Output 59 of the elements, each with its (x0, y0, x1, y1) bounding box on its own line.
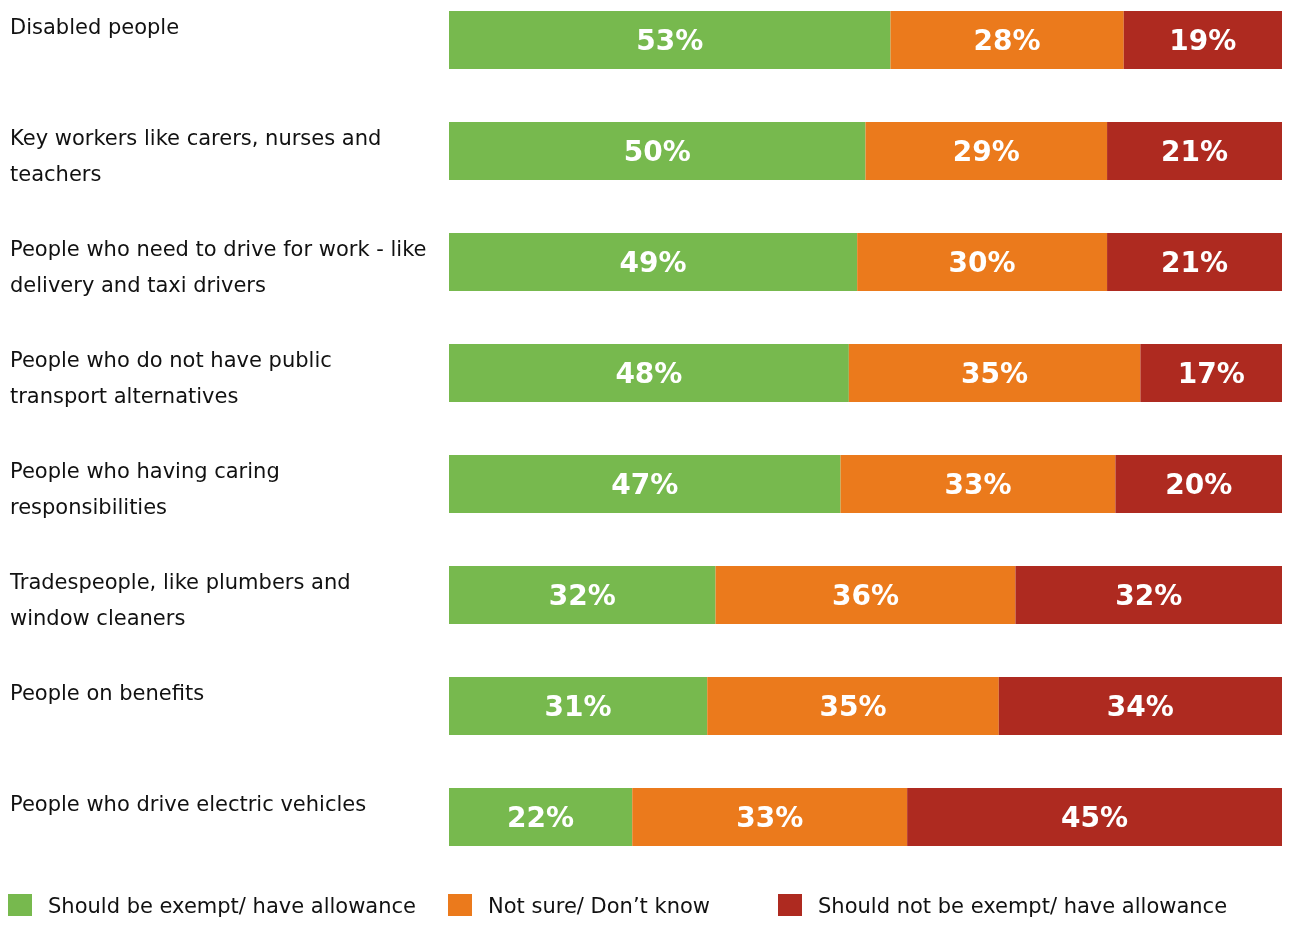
data-label: 28% (973, 23, 1041, 57)
bar (1015, 566, 1282, 624)
bar (449, 344, 849, 402)
bar (890, 11, 1124, 69)
data-label: 33% (736, 800, 804, 834)
bar (449, 122, 866, 180)
bar (998, 677, 1282, 735)
bar (707, 677, 999, 735)
data-label: 19% (1169, 23, 1237, 57)
data-label: 22% (507, 800, 575, 834)
bar (449, 677, 708, 735)
bar (907, 788, 1282, 846)
legend-label: Not sure/ Don’t know (488, 894, 710, 918)
bar (1123, 11, 1282, 69)
data-label: 32% (548, 578, 616, 612)
data-label: 32% (1115, 578, 1183, 612)
data-label: 45% (1061, 800, 1129, 834)
bar (449, 566, 716, 624)
bar (865, 122, 1108, 180)
bar (857, 233, 1108, 291)
bar (1107, 233, 1282, 291)
data-label: 35% (961, 356, 1029, 390)
data-label: 21% (1161, 245, 1229, 279)
bar (840, 455, 1116, 513)
data-label: 20% (1165, 467, 1233, 501)
bar (715, 566, 1016, 624)
y-tick-label: People who drive electric vehicles (10, 792, 367, 816)
y-tick-label: Tradespeople, like plumbers and window cleaners (9, 570, 351, 630)
data-label: 21% (1161, 134, 1229, 168)
y-tick-label: People who do not have public transport alternatives (10, 348, 332, 408)
data-label: 30% (948, 245, 1016, 279)
y-tick-label: Disabled people (10, 15, 180, 39)
y-tick-label: Key workers like carers, nurses and teachers (10, 126, 382, 186)
bar (1140, 344, 1282, 402)
y-tick-label: People who need to drive for work - like delivery and taxi drivers (10, 237, 427, 297)
y-tick-label: People who having caring responsibilities (10, 459, 280, 519)
data-label: 29% (952, 134, 1020, 168)
legend-label: Should not be exempt/ have allowance (818, 894, 1228, 918)
data-label: 50% (623, 134, 691, 168)
legend-label: Should be exempt/ have allowance (48, 894, 416, 918)
data-label: 33% (944, 467, 1012, 501)
y-tick-label: People on benefits (10, 681, 205, 705)
data-label: 48% (615, 356, 683, 390)
bar (1115, 455, 1282, 513)
data-label: 34% (1106, 689, 1174, 723)
data-label: 49% (619, 245, 687, 279)
bar (449, 11, 891, 69)
bar (449, 788, 633, 846)
data-label: 36% (831, 578, 900, 612)
data-label: 31% (544, 689, 612, 723)
bar (449, 233, 858, 291)
data-label: 53% (636, 23, 704, 57)
bar (632, 788, 908, 846)
data-label: 17% (1177, 356, 1245, 390)
data-label: 47% (611, 467, 679, 501)
data-label: 35% (819, 689, 887, 723)
bar (1107, 122, 1282, 180)
bar (848, 344, 1141, 402)
bar (449, 455, 841, 513)
